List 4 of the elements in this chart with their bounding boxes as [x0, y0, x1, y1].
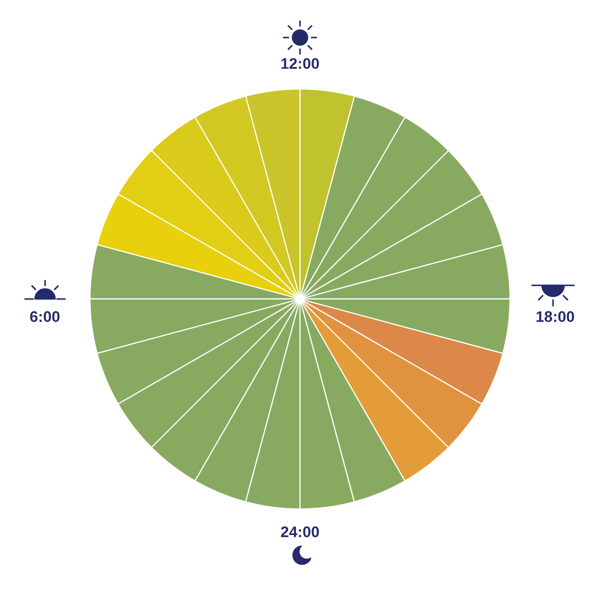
- text: 18:00: [536, 311, 574, 322]
- text: 24:00: [280, 526, 319, 538]
- text: 6:00: [30, 311, 60, 322]
- text: 12:00: [281, 58, 319, 69]
